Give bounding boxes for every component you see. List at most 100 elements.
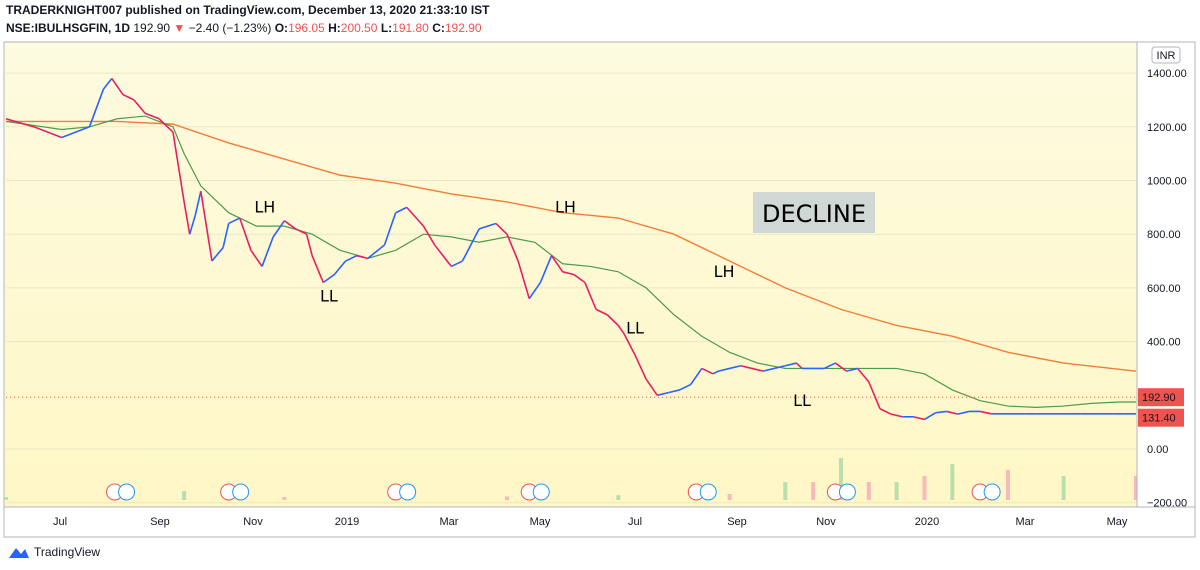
price-segment (539, 255, 553, 283)
earnings-marker-icon[interactable] (687, 483, 717, 501)
price-segment (239, 217, 252, 251)
price-segment (356, 254, 369, 260)
swing-label: LL (793, 391, 811, 410)
footer-brand[interactable]: TradingView (8, 545, 100, 559)
price-segment (261, 236, 274, 267)
dividend-d-icon (118, 483, 136, 501)
price-segment (751, 367, 764, 372)
high-label: H: (328, 21, 341, 35)
price-segment (272, 220, 285, 238)
price-segment (701, 367, 714, 375)
dividend-d-icon (699, 483, 717, 501)
price-segment (573, 273, 586, 284)
price-segment (729, 364, 741, 370)
earnings-marker-icon[interactable] (106, 483, 136, 501)
price-segment (879, 408, 892, 415)
price-segment (617, 325, 625, 334)
price-segment (712, 370, 719, 375)
price-segment (846, 367, 858, 372)
price-segment (188, 215, 197, 235)
volume-bar (811, 482, 816, 500)
brand-name: TradingView (34, 545, 101, 559)
volume-bar (727, 494, 732, 500)
price-segment (200, 191, 213, 262)
close-label: C: (432, 21, 445, 35)
price-segment (144, 112, 160, 120)
price-segment (194, 191, 202, 216)
price-axis[interactable] (1136, 41, 1196, 508)
volume-bar (1005, 470, 1010, 500)
price-segment (623, 333, 636, 356)
price-segment (450, 260, 463, 268)
publisher-text: TRADERKNIGHT007 published on TradingView… (6, 3, 490, 17)
price-segment (305, 233, 313, 256)
low-label: L: (380, 21, 393, 35)
price-segment (890, 413, 903, 418)
dividend-d-icon (399, 483, 417, 501)
x-tick-label: Jul (53, 516, 67, 528)
volume-bar (1061, 476, 1066, 500)
earnings-marker-icon[interactable] (971, 483, 1001, 501)
price-segment (250, 249, 263, 267)
price-segment (868, 381, 881, 410)
price-segment (211, 247, 224, 262)
price-segment (345, 254, 358, 262)
price-segment (133, 99, 146, 114)
price-segment (283, 220, 296, 230)
volume-bar (504, 496, 509, 500)
price-segment (183, 201, 191, 235)
time-axis[interactable] (3, 506, 1196, 538)
earnings-marker-icon[interactable] (520, 483, 550, 501)
x-tick-label: Jul (628, 516, 642, 528)
price-segment (979, 410, 992, 415)
volume-bar (838, 458, 843, 500)
earnings-marker-icon[interactable] (387, 483, 417, 501)
volume-bar (1134, 476, 1138, 500)
price-segment (773, 364, 786, 370)
price-change: −2.40 (−1.23%) (188, 21, 272, 35)
price-segment (690, 367, 703, 386)
swing-label: LL (626, 319, 644, 338)
swing-label: LH (714, 262, 735, 281)
price-segment (957, 410, 970, 415)
x-tick-label: Nov (816, 516, 836, 528)
price-segment (33, 126, 62, 139)
last-price: 192.90 (133, 21, 171, 35)
x-tick-label: 2020 (915, 516, 939, 528)
volume-bar (783, 482, 788, 500)
price-segment (406, 206, 425, 227)
x-tick-label: Mar (1016, 516, 1035, 528)
price-segment (528, 282, 542, 300)
price-segment (102, 77, 113, 90)
y-tick-label: 400.00 (1147, 337, 1181, 349)
price-segment (478, 222, 497, 230)
price-segment (5, 117, 35, 128)
x-tick-label: Nov (243, 516, 263, 528)
price-segment (823, 362, 836, 370)
currency-badge[interactable] (1151, 46, 1181, 64)
tradingview-logo-icon (9, 548, 29, 558)
earnings-marker-icon[interactable] (220, 483, 250, 501)
price-segment (857, 367, 870, 383)
price-segment (433, 244, 452, 267)
ma-long-line (6, 120, 1137, 372)
price-segment (311, 255, 325, 283)
down-arrow-icon: ▼ (173, 21, 186, 35)
price-segment (935, 410, 947, 414)
price-tag (1138, 388, 1184, 407)
price-segment (158, 118, 174, 133)
currency-label: INR (1157, 50, 1176, 62)
publisher-line: TRADERKNIGHT007 published on TradingView… (6, 3, 490, 17)
x-tick-label: Sep (150, 516, 170, 528)
earnings-marker-icon[interactable] (826, 483, 856, 501)
decline-label: DECLINE (762, 200, 866, 228)
price-segment (222, 223, 230, 248)
price-segment (584, 282, 597, 310)
volume-bar (282, 497, 287, 500)
x-tick-label: May (530, 516, 551, 528)
price-segment (111, 78, 124, 96)
decline-box (753, 192, 875, 233)
price-segment (367, 244, 386, 259)
price-segment (506, 233, 519, 262)
